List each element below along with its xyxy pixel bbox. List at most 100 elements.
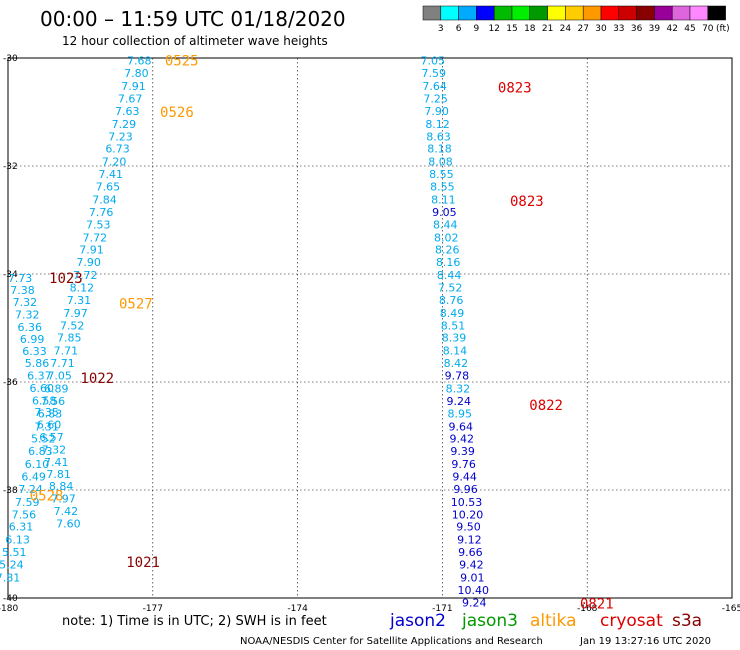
satellite-name-jason3: jason3	[461, 611, 518, 631]
scale-label: 45	[684, 24, 695, 34]
wave-height-value: 7.31	[67, 294, 92, 307]
wave-height-value: 8.55	[429, 168, 454, 181]
wave-height-value: 7.60	[56, 517, 81, 530]
wave-height-value: 9.76	[451, 458, 476, 471]
wave-height-value: 7.52	[60, 319, 85, 332]
x-tick-label: -171	[432, 604, 452, 614]
wave-height-value: 7.05	[420, 55, 445, 68]
wave-height-value: 7.97	[51, 493, 76, 506]
wave-height-value: 8.12	[425, 118, 450, 131]
wave-height-value: 6.13	[5, 534, 30, 547]
scale-label: 3	[438, 24, 444, 34]
pass-time-label: 0527	[119, 297, 153, 313]
satellite-track: 7.737.387.327.326.366.996.335.866.376.60…	[8, 271, 160, 571]
wave-height-value: 7.71	[54, 345, 79, 358]
wave-height-value: 6.49	[21, 471, 46, 484]
color-scale-legend: 3 6 9 12 15 18 21 24 27 30 33 36 39 42 45 70 (ft)	[422, 5, 730, 34]
wave-height-value: 6.83	[28, 445, 53, 458]
scale-label: 42	[666, 24, 677, 34]
wave-height-value: 7.32	[15, 309, 40, 322]
scale-swatch	[440, 5, 459, 21]
y-tick-label: -36	[3, 378, 18, 388]
wave-height-value: 8.16	[436, 256, 461, 269]
pass-time-label: 1021	[126, 555, 160, 571]
wave-height-value: 7.31	[34, 420, 59, 433]
wave-height-value: 7.64	[422, 80, 447, 93]
wave-height-value: 6.10	[25, 458, 50, 471]
wave-height-value: 8.55	[430, 181, 455, 194]
data-marks: 7.687.807.917.677.637.297.236.737.207.41…	[0, 54, 614, 613]
wave-height-value: 9.12	[457, 534, 482, 547]
x-tick-label: -168	[577, 604, 598, 614]
wave-height-value: 10.53	[451, 496, 483, 509]
x-tick-label: -165	[722, 604, 740, 614]
wave-height-value: 7.23	[108, 130, 133, 143]
wave-height-value: 7.65	[96, 181, 121, 194]
satellite-name-jason2: jason2	[389, 611, 446, 631]
wave-height-value: 7.32	[13, 296, 38, 309]
scale-swatch	[618, 5, 637, 21]
wave-height-value: 9.42	[459, 559, 484, 572]
wave-height-value: 7.90	[76, 256, 101, 269]
wave-height-value: 9.64	[448, 420, 473, 433]
units-note: note: 1) Time is in UTC; 2) SWH is in fe…	[62, 614, 327, 629]
wave-height-value: 5.24	[0, 559, 24, 572]
wave-height-value: 8.44	[437, 269, 462, 282]
satellite-track: 7.057.597.647.257.908.128.638.188.088.55…	[420, 55, 613, 613]
wave-height-value: 7.25	[423, 93, 448, 106]
wave-height-value: 7.84	[92, 193, 117, 206]
wave-height-value: 7.76	[89, 206, 114, 219]
plot-area: -180 -177 -174 -171 -168 -165 -30 -32 -34 -36 -38 -…	[0, 54, 740, 614]
wave-height-value: 7.56	[41, 395, 66, 408]
wave-height-value: 9.24	[447, 395, 472, 408]
pass-time-label: 0822	[529, 398, 563, 414]
footer-timestamp: Jan 19 13:27:16 UTC 2020	[579, 636, 711, 647]
satellite-legend: jason2 jason3 altika cryosat s3a	[389, 611, 702, 631]
satellite-name-cryosat: cryosat	[600, 611, 663, 631]
y-tick-label: -34	[3, 270, 18, 280]
scale-swatch	[600, 5, 620, 21]
scale-swatch	[582, 5, 602, 21]
wave-height-value: 6.89	[44, 382, 69, 395]
wave-height-value: 6.57	[39, 431, 64, 444]
wave-height-value: 7.52	[438, 282, 463, 295]
wave-height-value: 7.41	[99, 168, 124, 181]
scale-swatch	[458, 5, 477, 21]
scale-label: 36	[631, 24, 643, 34]
wave-height-value: 6.60	[37, 419, 62, 432]
wave-height-value: 6.36	[17, 321, 42, 334]
wave-height-value: 6.37	[27, 370, 52, 383]
footer-credit: NOAA/NESDIS Center for Satellite Applica…	[240, 636, 543, 647]
chart-title: 00:00 – 11:59 UTC 01/18/2020	[40, 7, 346, 31]
y-tick-label: -40	[3, 594, 18, 604]
wave-height-value: 7.24	[18, 483, 43, 496]
wave-height-value: 8.49	[440, 307, 465, 320]
chart-subtitle: 12 hour collection of altimeter wave hei…	[62, 34, 328, 48]
x-tick-label: -174	[287, 604, 308, 614]
scale-label: 39	[649, 24, 661, 34]
scale-swatch	[707, 5, 726, 21]
wave-height-value: 6.33	[22, 345, 47, 358]
wave-height-value: 7.05	[47, 370, 72, 383]
wave-height-value: 7.85	[57, 332, 82, 345]
wave-height-value: 7.80	[124, 67, 149, 80]
wave-height-value: 8.63	[426, 130, 451, 143]
wave-height-value: 7.90	[424, 105, 449, 118]
scale-label: 18	[524, 24, 536, 34]
scale-label: 33	[613, 24, 624, 34]
pass-time-label: 0528	[30, 488, 64, 504]
wave-height-value: 6.60	[30, 382, 55, 395]
wave-height-value: 9.50	[456, 521, 481, 534]
wave-height-value: 7.73	[8, 272, 33, 285]
wave-height-value: 7.41	[44, 456, 69, 469]
scale-swatch	[654, 5, 673, 21]
wave-height-value: 7.81	[0, 571, 20, 584]
wave-height-value: 7.53	[86, 218, 111, 231]
wave-height-value: 6.99	[20, 333, 45, 346]
wave-height-value: 8.51	[441, 319, 466, 332]
scale-label: 30	[595, 24, 607, 34]
y-tick-label: -38	[3, 486, 18, 496]
axis-ticks: -180 -177 -174 -171 -168 -165 -30 -32 -34 -36 -38 -…	[0, 54, 740, 614]
scale-unit: (ft)	[716, 24, 730, 34]
wave-height-value: 10.40	[458, 584, 490, 597]
